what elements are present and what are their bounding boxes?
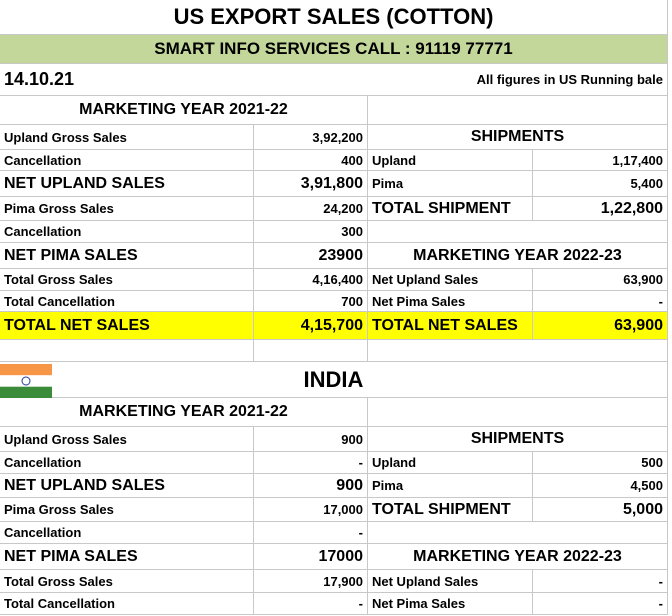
empty-cell <box>368 340 668 362</box>
right-label: TOTAL NET SALES <box>368 312 533 340</box>
title: US EXPORT SALES (COTTON) <box>0 0 668 35</box>
subtitle: SMART INFO SERVICES CALL : 91119 77771 <box>0 35 668 64</box>
right-value: 1,17,400 <box>533 150 668 171</box>
right-heading: SHIPMENTS <box>368 427 668 452</box>
right-value: 1,22,800 <box>533 197 668 221</box>
note: All figures in US Running bale <box>300 64 668 96</box>
right-label: TOTAL SHIPMENT <box>368 498 533 522</box>
right-value: - <box>533 593 668 615</box>
right-label: Pima <box>368 171 533 197</box>
year-heading: MARKETING YEAR 2021-22 <box>0 398 368 427</box>
row-value: 23900 <box>254 243 368 269</box>
row-value: 3,91,800 <box>254 171 368 197</box>
right-value: 5,400 <box>533 171 668 197</box>
row-value: 700 <box>254 291 368 312</box>
empty-cell <box>368 221 668 243</box>
row-label: Pima Gross Sales <box>0 197 254 221</box>
right-label: Net Pima Sales <box>368 291 533 312</box>
right-label: TOTAL SHIPMENT <box>368 197 533 221</box>
right-heading: MARKETING YEAR 2022-23 <box>368 243 668 269</box>
empty-cell <box>368 96 668 125</box>
row-value: 4,16,400 <box>254 269 368 291</box>
empty-cell <box>368 522 668 544</box>
row-value: 900 <box>254 474 368 498</box>
row-label: Total Cancellation <box>0 291 254 312</box>
right-label: Net Upland Sales <box>368 269 533 291</box>
right-value: 63,900 <box>533 269 668 291</box>
row-label: NET UPLAND SALES <box>0 171 254 197</box>
row-value: 300 <box>254 221 368 243</box>
right-value: 4,500 <box>533 474 668 498</box>
empty-cell <box>254 340 368 362</box>
right-label: Pima <box>368 474 533 498</box>
row-value: 17,900 <box>254 570 368 593</box>
right-value: 5,000 <box>533 498 668 522</box>
row-value: - <box>254 522 368 544</box>
right-value: - <box>533 570 668 593</box>
right-heading: SHIPMENTS <box>368 125 668 150</box>
right-value: 500 <box>533 452 668 474</box>
row-label: Upland Gross Sales <box>0 427 254 452</box>
right-label: Net Pima Sales <box>368 593 533 615</box>
row-label: Cancellation <box>0 221 254 243</box>
row-label: Cancellation <box>0 452 254 474</box>
row-value: 17,000 <box>254 498 368 522</box>
empty-cell <box>0 340 254 362</box>
row-value: 400 <box>254 150 368 171</box>
row-value: 4,15,700 <box>254 312 368 340</box>
row-label: NET PIMA SALES <box>0 544 254 570</box>
row-label: Total Gross Sales <box>0 269 254 291</box>
right-heading: MARKETING YEAR 2022-23 <box>368 544 668 570</box>
empty-cell <box>368 398 668 427</box>
row-label: Cancellation <box>0 150 254 171</box>
row-label: TOTAL NET SALES <box>0 312 254 340</box>
year-heading: MARKETING YEAR 2021-22 <box>0 96 368 125</box>
right-value: 63,900 <box>533 312 668 340</box>
right-label: Upland <box>368 150 533 171</box>
row-value: 24,200 <box>254 197 368 221</box>
row-value: 900 <box>254 427 368 452</box>
india-flag <box>0 364 52 398</box>
row-label: Total Cancellation <box>0 593 254 615</box>
row-value: 17000 <box>254 544 368 570</box>
row-label: NET PIMA SALES <box>0 243 254 269</box>
date: 14.10.21 <box>0 64 300 96</box>
row-label: Total Gross Sales <box>0 570 254 593</box>
row-label: NET UPLAND SALES <box>0 474 254 498</box>
row-label: Pima Gross Sales <box>0 498 254 522</box>
right-label: Net Upland Sales <box>368 570 533 593</box>
india-title: INDIA <box>0 362 668 398</box>
right-value: - <box>533 291 668 312</box>
row-label: Upland Gross Sales <box>0 125 254 150</box>
row-value: - <box>254 593 368 615</box>
row-value: - <box>254 452 368 474</box>
row-value: 3,92,200 <box>254 125 368 150</box>
right-label: Upland <box>368 452 533 474</box>
row-label: Cancellation <box>0 522 254 544</box>
